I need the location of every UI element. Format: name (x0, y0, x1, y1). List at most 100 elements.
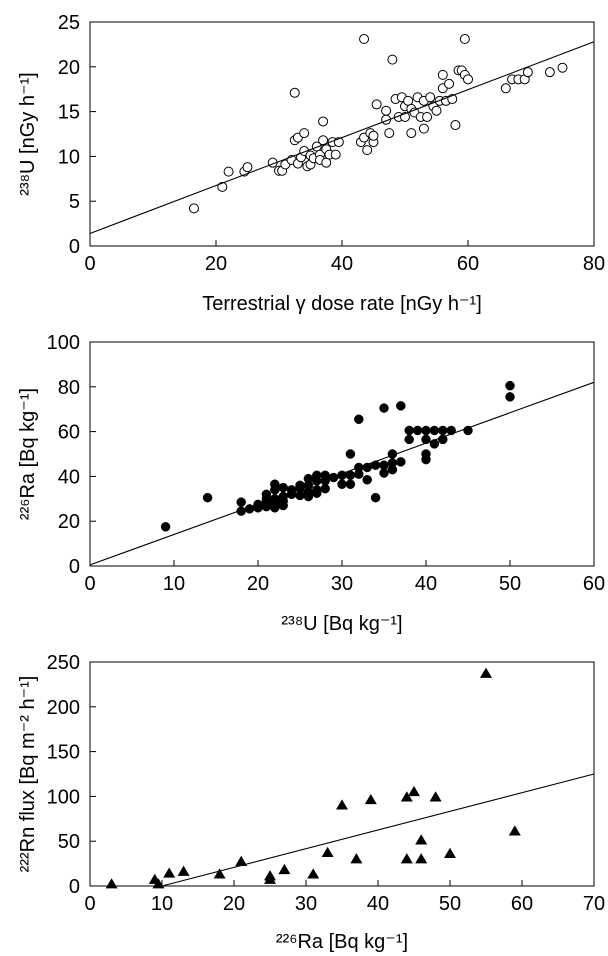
panel-1-fit-line (89, 41, 595, 234)
data-point (415, 853, 428, 864)
data-point (396, 401, 406, 411)
y-tick-label: 200 (47, 697, 80, 719)
data-point (505, 392, 515, 402)
y-tick-label: 60 (58, 422, 80, 444)
data-point (508, 825, 521, 836)
data-point (387, 464, 398, 475)
x-tick-label: 0 (84, 893, 95, 915)
data-point (387, 54, 398, 65)
data-point (295, 490, 305, 501)
data-point (160, 522, 171, 532)
data-point (278, 482, 288, 493)
data-point (500, 83, 511, 94)
data-point (177, 865, 190, 876)
data-point (152, 878, 165, 889)
panel-3-y-axis-label: ²²²Rn flux [Bq m⁻² h⁻¹] (17, 676, 39, 873)
data-point (303, 491, 314, 502)
data-point (364, 793, 377, 805)
data-point (330, 149, 341, 160)
data-point (421, 454, 431, 465)
data-point (450, 120, 461, 131)
panel-2-fit-line (89, 381, 595, 566)
panel-2-ticks: 0 10 20 30 40 50 60 0 20 40 60 80 100 (47, 332, 606, 595)
data-point (400, 853, 413, 864)
x-tick-label: 40 (331, 253, 353, 275)
data-point (321, 846, 334, 858)
data-point (438, 425, 448, 436)
x-tick-label: 50 (439, 893, 461, 915)
data-point (354, 414, 364, 425)
data-point (522, 67, 533, 78)
data-point (242, 162, 253, 173)
panel-2: 0 10 20 30 40 50 60 0 20 40 60 80 100 ²³⁸U [Bq kg⁻¹]… (17, 332, 605, 635)
panel-1: 0 20 40 60 80 0 5 10 15 20 25 Terrestrial γ dose r… (17, 12, 605, 315)
data-point (264, 873, 276, 884)
panel-3-fit-line (161, 773, 595, 887)
data-point (368, 130, 379, 141)
data-point (381, 105, 392, 116)
x-tick-label: 10 (163, 573, 185, 595)
y-tick-label: 100 (47, 786, 80, 808)
data-point (480, 667, 492, 678)
data-point (463, 74, 473, 85)
data-point (359, 34, 370, 45)
data-point (270, 503, 280, 513)
x-tick-label: 40 (367, 893, 389, 915)
data-point (278, 500, 288, 511)
data-point (379, 403, 389, 413)
data-point (223, 166, 234, 177)
y-tick-label: 100 (47, 332, 80, 354)
data-point (163, 867, 176, 878)
data-point (320, 483, 330, 494)
y-tick-label: 10 (58, 146, 80, 168)
y-tick-label: 0 (69, 556, 80, 578)
data-point (371, 99, 382, 110)
data-point (336, 799, 348, 810)
panel-3: 0 10 20 30 40 50 60 70 0 50 100 150 200 250 ²²⁶Ra [Bq… (17, 652, 605, 953)
panel-2-frame (89, 341, 595, 567)
data-point (429, 791, 442, 802)
data-point (337, 479, 347, 489)
data-point (429, 439, 440, 449)
data-point (408, 785, 420, 797)
data-point (307, 868, 320, 879)
panel-2-x-axis-label: ²³⁸U [Bq kg⁻¹] (281, 613, 402, 635)
data-point (400, 791, 413, 802)
data-point (312, 488, 322, 498)
data-point (429, 425, 440, 436)
panel-1-y-axis-label: ²³⁸U [nGy h⁻¹] (17, 72, 39, 195)
x-tick-label: 20 (223, 893, 245, 915)
data-point (235, 855, 248, 867)
data-point (217, 181, 228, 192)
data-point (379, 468, 389, 478)
data-point (299, 128, 310, 139)
y-tick-label: 5 (69, 191, 80, 213)
data-point (236, 497, 246, 507)
x-tick-label: 20 (205, 253, 227, 275)
data-point (396, 457, 406, 467)
data-point (354, 469, 364, 479)
x-tick-label: 40 (415, 573, 437, 595)
data-point (431, 105, 442, 116)
data-point (362, 145, 373, 156)
data-point (438, 434, 448, 445)
data-point (404, 425, 414, 436)
y-tick-label: 50 (58, 831, 80, 853)
data-point (422, 111, 433, 122)
data-point (362, 475, 372, 485)
x-tick-label: 70 (583, 893, 605, 915)
panel-1-frame (89, 21, 595, 247)
data-point (412, 425, 423, 436)
data-point (406, 128, 417, 139)
panel-2-y-axis-label: ²²⁶Ra [Bq kg⁻¹] (17, 388, 39, 520)
data-point (557, 62, 568, 73)
y-tick-label: 0 (69, 236, 80, 258)
y-tick-label: 0 (69, 876, 80, 898)
data-point (303, 473, 314, 484)
data-point (384, 128, 395, 139)
y-tick-label: 250 (47, 652, 80, 674)
data-point (270, 479, 280, 489)
x-tick-label: 60 (457, 253, 479, 275)
data-point (345, 479, 356, 489)
